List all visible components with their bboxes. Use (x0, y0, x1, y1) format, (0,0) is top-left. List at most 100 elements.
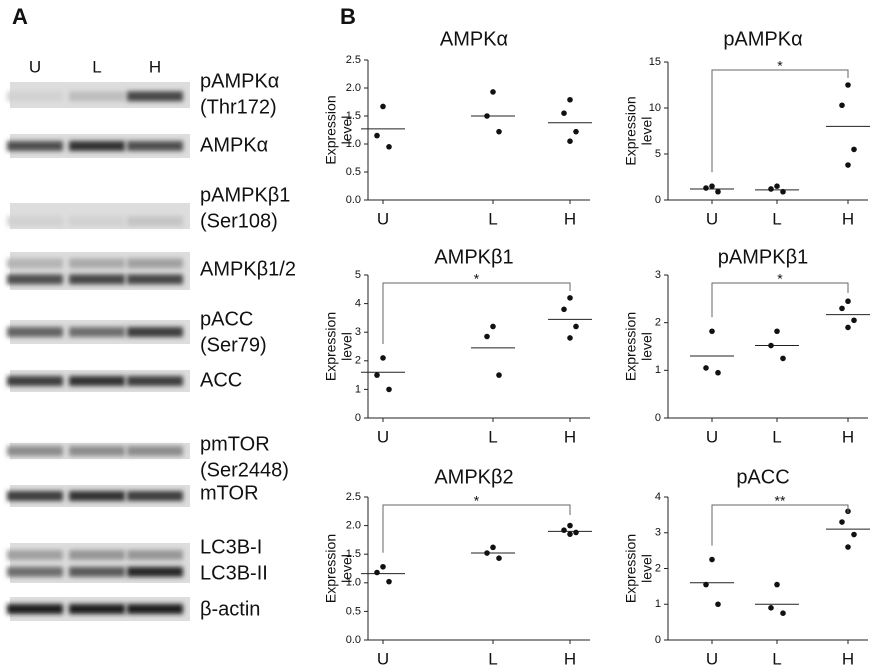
blot-band (69, 91, 125, 102)
significance-bracket (382, 504, 571, 553)
y-axis-label: Expression (323, 534, 339, 603)
data-point (380, 103, 386, 110)
data-point (567, 531, 573, 537)
data-point (703, 365, 709, 371)
x-tick-label: U (377, 649, 389, 668)
blot-band (7, 566, 63, 577)
blot-label: (Ser108) (200, 210, 278, 232)
y-tick-label: 1 (655, 364, 661, 376)
data-point (490, 89, 496, 95)
chart-title: AMPKβ1 (434, 246, 513, 268)
blot-band (7, 376, 63, 386)
blot-background (10, 543, 190, 583)
panel-label: B (340, 4, 356, 29)
blot-band (127, 216, 183, 227)
blot-label: pACC (200, 308, 253, 330)
data-point (573, 323, 579, 330)
blot-band (127, 327, 183, 337)
data-point (386, 386, 392, 393)
y-axis-label: level (639, 117, 655, 146)
y-tick-label: 0 (655, 412, 661, 424)
blot-band (69, 446, 125, 456)
data-point (703, 581, 709, 588)
y-tick-label: 5 (655, 148, 661, 160)
blot-label: (Thr172) (200, 96, 277, 118)
blot-label: (Ser2448) (200, 459, 289, 481)
blot-band (7, 216, 63, 227)
blot-band (127, 258, 183, 269)
data-point (496, 128, 502, 135)
y-tick-label: 0 (655, 634, 661, 646)
data-point (484, 333, 490, 340)
data-point (567, 138, 573, 144)
y-axis-label: Expression (323, 312, 339, 381)
data-point (386, 144, 392, 150)
y-tick-label: 0.5 (346, 166, 361, 178)
data-point (567, 522, 573, 529)
blot-band (69, 566, 125, 577)
x-tick-label: H (564, 209, 576, 228)
data-point (839, 519, 845, 525)
y-tick-label: 5 (355, 269, 361, 281)
data-point (715, 188, 721, 195)
data-point (496, 555, 502, 562)
data-point (774, 328, 780, 335)
significance-label: * (474, 493, 480, 509)
y-axis-label: Expression (623, 96, 639, 165)
blot-band (69, 604, 125, 614)
y-axis-label: level (639, 554, 655, 583)
data-point (768, 342, 774, 349)
data-point (561, 306, 567, 313)
y-tick-label: 0 (655, 194, 661, 206)
y-tick-label: 4 (355, 298, 361, 310)
x-tick-label: H (842, 649, 854, 668)
blot-band (127, 274, 183, 285)
x-tick-label: L (488, 209, 497, 228)
y-tick-label: 15 (649, 56, 661, 68)
x-tick-label: H (842, 427, 854, 446)
y-tick-label: 0.5 (346, 605, 361, 617)
blot-label: AMPKβ1/2 (200, 258, 296, 280)
data-point (839, 305, 845, 312)
data-point (573, 529, 579, 536)
lane-label: U (29, 57, 41, 76)
blot-band (127, 550, 183, 560)
data-point (845, 298, 851, 305)
data-point (374, 132, 380, 139)
y-axis-label: Expression (323, 95, 339, 164)
x-tick-label: U (377, 209, 389, 228)
blot-band (127, 141, 183, 151)
y-tick-label: 1 (655, 598, 661, 610)
blot-band (7, 491, 63, 501)
y-tick-label: 3 (355, 326, 361, 338)
x-tick-label: L (488, 649, 497, 668)
x-tick-label: L (772, 427, 781, 446)
data-point (567, 96, 573, 103)
data-point (774, 183, 780, 189)
data-point (484, 550, 490, 556)
data-point (715, 601, 721, 608)
blot-band (127, 91, 183, 102)
data-point (845, 544, 851, 550)
y-tick-label: 2.5 (346, 54, 361, 66)
significance-label: ** (775, 493, 786, 509)
blot-band (7, 550, 63, 560)
blot-band (127, 446, 183, 456)
data-point (573, 128, 579, 135)
data-point (490, 323, 496, 330)
blot-label: ACC (200, 369, 242, 391)
blot-label: pAMPKα (200, 70, 279, 92)
y-tick-label: 1.5 (346, 548, 361, 560)
data-point (380, 563, 386, 570)
y-axis-label: level (339, 554, 355, 583)
lane-label: H (149, 57, 161, 76)
blot-band (7, 604, 63, 614)
blot-band (7, 446, 63, 456)
chart-title: pAMPKα (723, 28, 802, 50)
data-point (851, 146, 857, 153)
significance-label: * (777, 58, 783, 74)
blot-band (69, 376, 125, 386)
data-point (490, 544, 496, 551)
data-point (709, 183, 715, 189)
